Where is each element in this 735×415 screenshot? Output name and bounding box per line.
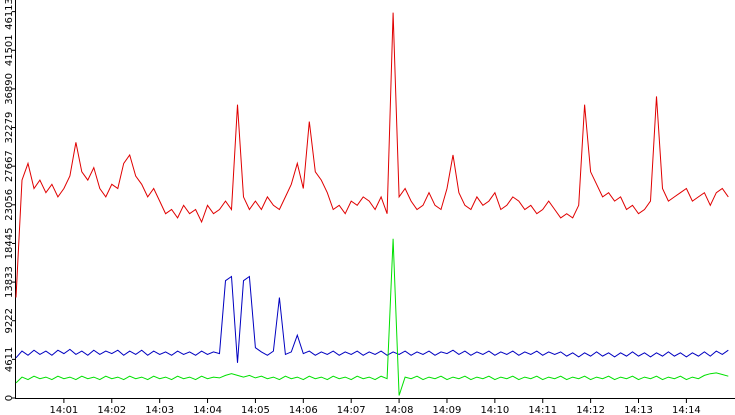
y-tick-label: 32279 — [4, 112, 15, 144]
y-tick-label: 46113 — [4, 0, 15, 30]
x-tick-label: 14:04 — [193, 405, 222, 415]
y-tick-label: 41501 — [4, 34, 15, 66]
y-tick-label: 4611 — [4, 347, 15, 372]
x-tick-label: 14:03 — [145, 405, 174, 415]
x-tick-label: 14:07 — [337, 405, 366, 415]
series-line — [15, 238, 729, 396]
x-tick-label: 14:06 — [289, 405, 318, 415]
y-tick-label: 0 — [4, 395, 15, 401]
x-tick-label: 14:09 — [433, 405, 462, 415]
x-tick-label: 14:08 — [385, 405, 414, 415]
y-tick-label: 23056 — [4, 189, 15, 221]
y-tick-label: 18445 — [4, 228, 15, 260]
series-line — [15, 12, 729, 298]
x-tick-label: 14:12 — [576, 405, 605, 415]
y-tick-label: 36890 — [4, 73, 15, 105]
x-tick-label: 14:14 — [672, 405, 701, 415]
x-tick-label: 14:10 — [480, 405, 509, 415]
y-tick-label: 13833 — [4, 266, 15, 298]
y-tick-label: 9222 — [4, 308, 15, 333]
x-tick-label: 14:11 — [528, 405, 557, 415]
x-tick-label: 14:13 — [624, 405, 653, 415]
x-tick-label: 14:05 — [241, 405, 270, 415]
x-tick-label: 14:01 — [49, 405, 78, 415]
y-tick-label: 27667 — [4, 150, 15, 182]
x-tick-label: 14:02 — [97, 405, 126, 415]
series-line — [15, 275, 729, 363]
